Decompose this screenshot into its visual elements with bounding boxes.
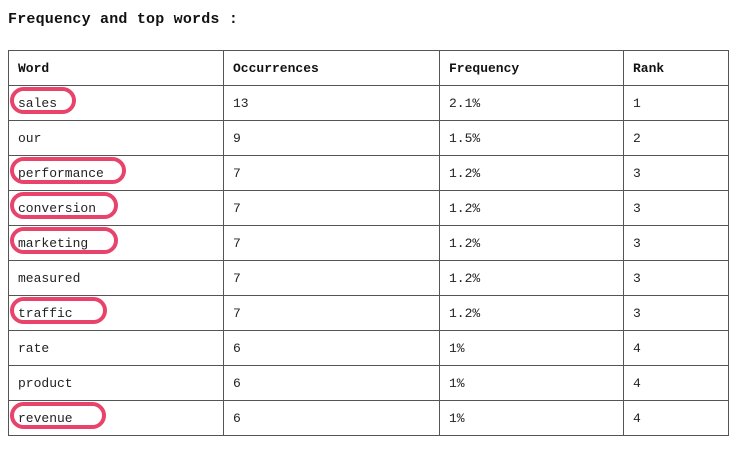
table-row: measured 7 1.2% 3: [8, 260, 729, 296]
word-cell: performance: [8, 155, 224, 191]
word-cell: product: [8, 365, 224, 401]
frequency-cell: 1.2%: [439, 190, 624, 226]
word-text: rate: [18, 340, 50, 356]
occurrences-cell: 13: [223, 85, 440, 121]
table-row: our 9 1.5% 2: [8, 120, 729, 156]
occurrences-cell: 9: [223, 120, 440, 156]
word-cell: rate: [8, 330, 224, 366]
occurrences-cell: 7: [223, 155, 440, 191]
word-text: sales: [18, 95, 58, 111]
word-cell: our: [8, 120, 224, 156]
word-text: revenue: [18, 410, 73, 426]
table-row: rate 6 1% 4: [8, 330, 729, 366]
table-header-row: Word Occurrences Frequency Rank: [8, 50, 729, 86]
rank-cell: 3: [623, 295, 729, 331]
frequency-cell: 1.2%: [439, 295, 624, 331]
table-row: performance 7 1.2% 3: [8, 155, 729, 191]
rank-cell: 4: [623, 365, 729, 401]
table-row: traffic 7 1.2% 3: [8, 295, 729, 331]
occurrences-cell: 6: [223, 365, 440, 401]
frequency-cell: 1.5%: [439, 120, 624, 156]
word-frequency-table: Word Occurrences Frequency Rank sales 13…: [8, 50, 729, 436]
rank-cell: 4: [623, 400, 729, 436]
column-header-rank: Rank: [623, 50, 729, 86]
word-cell: revenue: [8, 400, 224, 436]
occurrences-cell: 7: [223, 295, 440, 331]
table-row: product 6 1% 4: [8, 365, 729, 401]
table-row: revenue 6 1% 4: [8, 400, 729, 436]
word-cell: measured: [8, 260, 224, 296]
word-text: performance: [18, 165, 104, 181]
rank-cell: 3: [623, 260, 729, 296]
word-text: marketing: [18, 235, 89, 251]
word-text: our: [18, 130, 42, 146]
word-text: measured: [18, 270, 81, 286]
word-text: conversion: [18, 200, 97, 216]
occurrences-cell: 6: [223, 330, 440, 366]
word-text: traffic: [18, 305, 73, 321]
rank-cell: 3: [623, 225, 729, 261]
word-cell: conversion: [8, 190, 224, 226]
frequency-cell: 1%: [439, 330, 624, 366]
column-header-occurrences: Occurrences: [223, 50, 440, 86]
rank-cell: 3: [623, 155, 729, 191]
word-cell: traffic: [8, 295, 224, 331]
table-row: sales 13 2.1% 1: [8, 85, 729, 121]
word-cell: sales: [8, 85, 224, 121]
frequency-cell: 1.2%: [439, 260, 624, 296]
rank-cell: 3: [623, 190, 729, 226]
frequency-cell: 2.1%: [439, 85, 624, 121]
occurrences-cell: 7: [223, 190, 440, 226]
occurrences-cell: 7: [223, 225, 440, 261]
table-row: conversion 7 1.2% 3: [8, 190, 729, 226]
occurrences-cell: 6: [223, 400, 440, 436]
rank-cell: 4: [623, 330, 729, 366]
frequency-cell: 1.2%: [439, 225, 624, 261]
rank-cell: 1: [623, 85, 729, 121]
word-cell: marketing: [8, 225, 224, 261]
frequency-cell: 1%: [439, 400, 624, 436]
frequency-cell: 1%: [439, 365, 624, 401]
page-title: Frequency and top words :: [8, 11, 239, 28]
word-text: product: [18, 375, 73, 391]
rank-cell: 2: [623, 120, 729, 156]
table-row: marketing 7 1.2% 3: [8, 225, 729, 261]
occurrences-cell: 7: [223, 260, 440, 296]
column-header-frequency: Frequency: [439, 50, 624, 86]
frequency-cell: 1.2%: [439, 155, 624, 191]
column-header-word: Word: [8, 50, 224, 86]
